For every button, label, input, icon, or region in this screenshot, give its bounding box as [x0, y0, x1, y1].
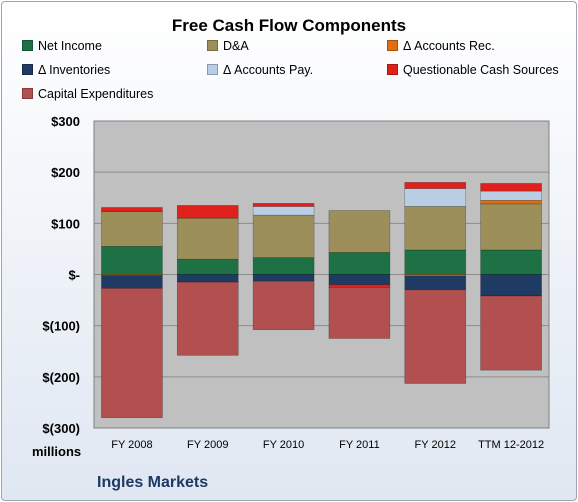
legend-swatch	[22, 40, 33, 51]
legend-item-questionable-cash-sources: Questionable Cash Sources	[387, 61, 559, 79]
company-label: Ingles Markets	[97, 474, 209, 491]
bar-danda-fy-2010	[252, 214, 315, 258]
x-tick-label: FY 2012	[415, 439, 456, 451]
bar-delta-inventories-ttm-12-2012	[480, 274, 542, 297]
bar-capital-expenditures-fy-2009	[176, 281, 239, 356]
y-tick-label: $100	[51, 216, 80, 231]
bar-delta-inventories-fy-2008	[101, 275, 163, 289]
x-tick-label: FY 2009	[187, 439, 228, 451]
plot-border	[93, 120, 550, 429]
legend-label: Δ Accounts Pay.	[223, 63, 314, 77]
legend-item-delta-accounts-rec: Δ Accounts Rec.	[387, 37, 495, 55]
bar-capital-expenditures-fy-2008	[101, 288, 163, 419]
y-tick-label: $(200)	[42, 370, 80, 385]
legend-label: Net Income	[38, 39, 102, 53]
bar-delta-accounts-rec-ttm-12-2012	[480, 200, 542, 205]
bar-delta-accounts-pay-fy-2012	[404, 188, 467, 207]
chart-legend: Net Income D&A Δ Accounts Rec. Δ Inventorie…	[22, 37, 572, 107]
x-tick-label: FY 2010	[263, 439, 304, 451]
y-tick-label: $-	[68, 268, 80, 283]
chart-title: Free Cash Flow Components	[171, 16, 407, 35]
legend-item-delta-accounts-pay: Δ Accounts Pay.	[207, 61, 313, 79]
bar-net-income-fy-2012	[404, 249, 467, 275]
legend-item-capital-expenditures: Capital Expenditures	[22, 85, 153, 103]
bar-capital-expenditures-ttm-12-2012	[480, 295, 542, 371]
bar-danda-fy-2009	[176, 217, 239, 260]
bar-capital-expenditures-fy-2012	[404, 289, 467, 384]
y-tick-label: $(100)	[42, 319, 80, 334]
legend-swatch	[207, 40, 218, 51]
legend-label: Δ Accounts Rec.	[403, 39, 495, 53]
units-label: millions	[32, 444, 82, 459]
bar-delta-accounts-pay-ttm-12-2012	[480, 190, 542, 201]
y-tick-label: $(300)	[42, 421, 80, 436]
bar-delta-accounts-pay-fy-2010	[252, 206, 315, 216]
bar-questionable-cash-sources-fy-2008	[101, 207, 163, 212]
bar-net-income-ttm-12-2012	[480, 249, 542, 275]
legend-item-delta-inventories: Δ Inventories	[22, 61, 110, 79]
bar-delta-inventories-fy-2010	[252, 274, 315, 282]
bar-danda-fy-2008	[101, 211, 163, 247]
legend-swatch	[387, 40, 398, 51]
x-tick-label: FY 2011	[339, 439, 380, 451]
y-tick-label: $300	[51, 114, 80, 129]
bar-net-income-fy-2011	[328, 252, 391, 275]
legend-label: D&A	[223, 39, 249, 53]
legend-label: Capital Expenditures	[38, 87, 154, 101]
bar-capital-expenditures-fy-2011	[328, 286, 391, 339]
bar-questionable-cash-sources-fy-2010	[252, 203, 315, 207]
y-tick-label: $200	[51, 165, 80, 180]
bar-net-income-fy-2009	[176, 258, 239, 275]
bar-delta-inventories-fy-2009	[176, 274, 239, 283]
legend-swatch	[22, 88, 33, 99]
bar-capital-expenditures-fy-2010	[252, 280, 315, 331]
bar-danda-fy-2012	[404, 206, 467, 251]
legend-label: Questionable Cash Sources	[403, 63, 559, 77]
bar-danda-ttm-12-2012	[480, 203, 542, 251]
legend-label: Δ Inventories	[38, 63, 111, 77]
legend-item-danda: D&A	[207, 37, 249, 55]
x-tick-label: FY 2008	[111, 439, 152, 451]
legend-swatch	[22, 64, 33, 75]
legend-swatch	[387, 64, 398, 75]
bar-delta-inventories-fy-2012	[404, 275, 467, 291]
x-tick-label: TTM 12-2012	[478, 439, 544, 451]
bar-danda-fy-2011	[328, 210, 391, 253]
bar-questionable-cash-sources-fy-2009	[176, 205, 239, 219]
bar-delta-inventories-fy-2011	[328, 274, 391, 286]
bar-questionable-cash-sources-fy-2012	[404, 182, 467, 189]
bar-questionable-cash-sources-ttm-12-2012	[480, 183, 542, 192]
legend-item-net-income: Net Income	[22, 37, 102, 55]
legend-swatch	[207, 64, 218, 75]
bar-questionable-cash-sources-fy-2011	[328, 284, 391, 288]
bar-net-income-fy-2010	[252, 257, 315, 275]
bar-net-income-fy-2008	[101, 246, 163, 275]
